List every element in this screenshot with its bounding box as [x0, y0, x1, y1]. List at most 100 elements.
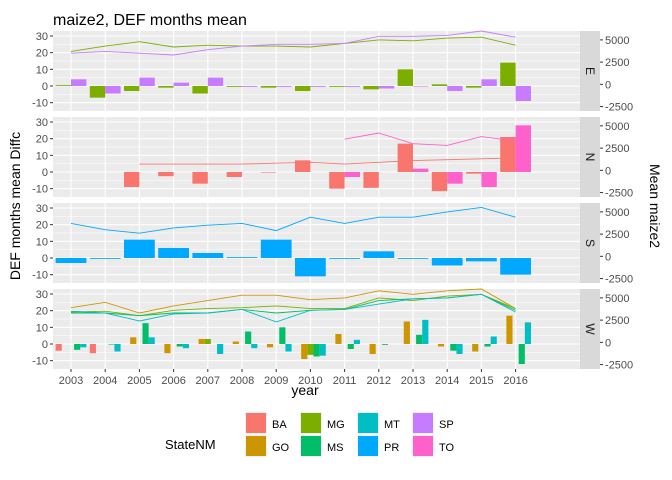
- bar-N-BA-2015: [466, 172, 482, 174]
- bar-W-MT-2011: [353, 339, 360, 344]
- bar-W-MS-2011: [347, 344, 354, 349]
- bar-W-MS-2006: [176, 344, 183, 347]
- y-axis-right-title: Mean maize2: [647, 164, 663, 248]
- panel-background: [53, 289, 580, 369]
- x-tick-label: 2015: [469, 375, 493, 387]
- bar-N-BA-2006: [158, 172, 174, 177]
- bar-N-BA-2011: [329, 172, 345, 189]
- x-tick-label: 2016: [503, 375, 527, 387]
- bar-N-TO-2014: [447, 172, 463, 184]
- y-tick-label: -10: [32, 98, 48, 110]
- line-N-BA: [139, 157, 516, 165]
- facet-strip-label: N: [583, 153, 597, 162]
- facet-strip-label: S: [583, 239, 597, 247]
- bar-E-MG-2004: [89, 86, 106, 98]
- legend-label: TO: [439, 442, 455, 454]
- facet-strip: [580, 117, 600, 197]
- legend-item-GO: GO: [245, 435, 290, 457]
- y2-tick-label: 5000: [605, 207, 629, 219]
- panel-N: -10 0 10 20 30 N -2500 0 2500 5000: [32, 117, 633, 200]
- y2-tick-label: 0: [605, 337, 611, 349]
- bar-W-MT-2003: [80, 344, 87, 348]
- bar-S-PR-2003: [55, 258, 87, 263]
- bar-W-GO-2007: [198, 339, 205, 344]
- y-tick-label: 10: [36, 236, 48, 248]
- legend-item-SP: SP: [412, 412, 454, 434]
- bar-E-SP-2011: [344, 86, 360, 87]
- y2-tick-label: 5000: [605, 121, 629, 133]
- bar-E-SP-2010: [310, 86, 326, 87]
- y2-tick-label: -2500: [605, 274, 633, 286]
- bar-E-MG-2007: [192, 86, 208, 94]
- line-E-MG: [70, 36, 516, 52]
- bar-N-BA-2013: [397, 143, 413, 172]
- bar-E-SP-2009: [276, 86, 292, 87]
- bar-W-MS-2013: [416, 334, 423, 344]
- bar-E-SP-2003: [71, 79, 87, 86]
- bar-W-MT-2013: [422, 319, 429, 344]
- bar-E-SP-2012: [378, 86, 395, 89]
- y-tick-label: 20: [36, 220, 48, 232]
- facet-strip-label: W: [583, 323, 597, 335]
- bar-W-BA-2004: [89, 344, 96, 354]
- legend-item-MS: MS: [300, 435, 344, 457]
- x-tick-label: 2013: [401, 375, 425, 387]
- bar-N-TO-2013: [413, 168, 429, 172]
- bar-S-PR-2014: [431, 258, 463, 266]
- bar-S-PR-2016: [500, 258, 531, 275]
- bar-S-PR-2012: [363, 251, 395, 258]
- legend-label: PR: [384, 442, 399, 454]
- bar-W-MS-2008: [245, 331, 252, 344]
- legend-swatch: [246, 436, 266, 456]
- y-tick-label: -10: [32, 184, 48, 196]
- bar-W-MT-2007: [217, 344, 224, 354]
- bar-W-GO-2014: [437, 344, 445, 347]
- bar-W-GO-2010: [301, 344, 308, 359]
- y-tick-label: -10: [32, 270, 48, 282]
- bar-S-PR-2006: [158, 248, 189, 258]
- bar-W-BA-2003: [55, 344, 62, 351]
- bar-W-MT-2016: [524, 322, 531, 344]
- bar-W-MG-2007: [204, 339, 211, 344]
- y2-tick-label: -2500: [605, 102, 633, 114]
- bar-W-MS-2012: [381, 344, 389, 345]
- x-tick-label: 2008: [230, 375, 254, 387]
- bar-E-SP-2006: [173, 82, 189, 86]
- line-W-MT: [70, 293, 516, 323]
- bar-W-MS-2004: [108, 344, 115, 345]
- bar-N-BA-2005: [124, 172, 140, 187]
- y-tick-label: 20: [36, 48, 48, 60]
- bar-W-GO-2006: [164, 344, 171, 354]
- bar-W-GO-2016: [506, 315, 513, 344]
- legend-swatch: [413, 413, 433, 433]
- facet-strip: [580, 289, 600, 369]
- legend-item-TO: TO: [412, 435, 455, 457]
- bar-S-PR-2011: [329, 258, 360, 259]
- bar-N-BA-2009: [260, 172, 277, 173]
- facet-strip-label: E: [583, 67, 597, 75]
- legend-swatch: [301, 413, 321, 433]
- y-tick-label: 30: [36, 203, 48, 215]
- bar-E-MG-2011: [329, 86, 345, 87]
- x-tick-label: 2005: [127, 375, 151, 387]
- bar-W-GO-2005: [130, 337, 137, 344]
- bar-N-BA-2010: [295, 160, 311, 172]
- bar-W-MS-2003: [74, 344, 81, 350]
- bar-S-PR-2015: [466, 258, 497, 262]
- x-tick-label: 2004: [93, 375, 117, 387]
- y-axis-title: DEF months mean Diffc: [7, 132, 23, 280]
- bar-E-MG-2003: [55, 85, 71, 86]
- bar-W-GO-2015: [472, 344, 479, 352]
- bar-W-MS-2016: [518, 344, 525, 364]
- panel-S: -10 0 10 20 30 S -2500 0 2500 5000: [32, 203, 633, 286]
- bar-S-PR-2008: [226, 257, 258, 258]
- y2-tick-label: 0: [605, 165, 611, 177]
- y2-tick-label: 0: [605, 251, 611, 263]
- bar-W-GO-2012: [369, 344, 376, 354]
- bar-W-MS-2010: [313, 344, 320, 357]
- y-tick-label: 30: [36, 31, 48, 43]
- line-N-TO: [344, 132, 516, 146]
- y2-tick-label: 0: [605, 79, 611, 91]
- legend-swatch: [358, 436, 378, 456]
- y-tick-label: 10: [36, 64, 48, 76]
